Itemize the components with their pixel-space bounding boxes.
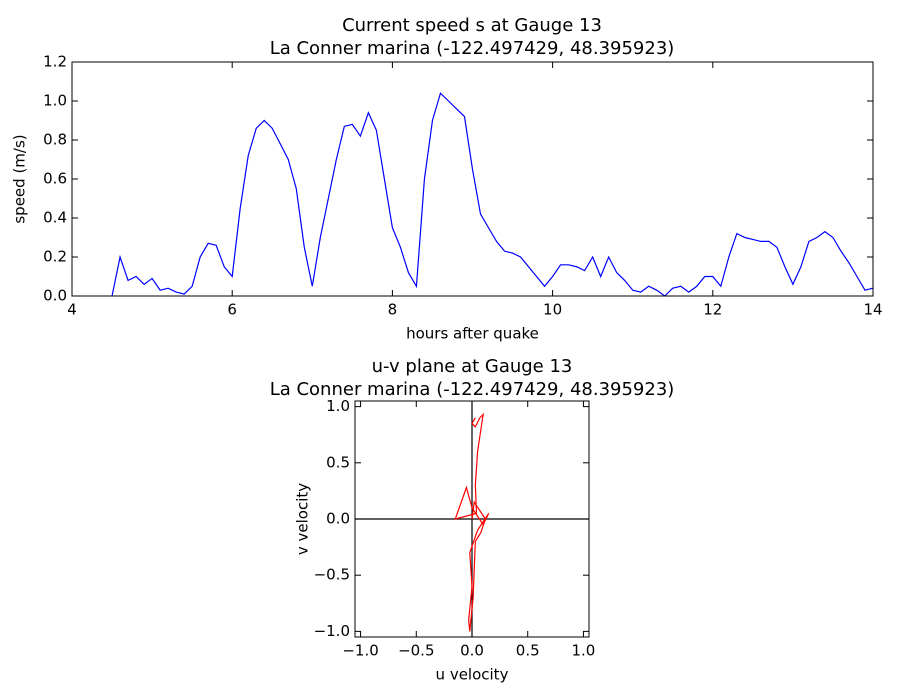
y-tick-label: 1.0 [43,92,67,110]
y-tick-label: −1.0 [314,622,350,640]
y-tick-label: 0.8 [43,131,67,149]
y-tick-label: 1.0 [326,397,350,415]
y-axis-label: speed (m/s) [11,134,29,223]
chart-title: u-v plane at Gauge 13 [372,356,573,377]
y-tick-label: 0.2 [43,248,67,266]
x-tick-label: 6 [227,301,237,319]
y-tick-label: 0.0 [326,510,350,528]
x-tick-label: 14 [863,301,882,319]
x-tick-label: 12 [703,301,722,319]
x-tick-label: −0.5 [398,642,434,660]
y-tick-label: 0.0 [43,287,67,305]
y-tick-label: 0.4 [43,209,67,227]
chart-title: Current speed s at Gauge 13 [342,15,602,36]
x-tick-label: 4 [67,301,77,319]
x-axis-label: u velocity [436,666,509,684]
plot-area [72,62,873,296]
y-tick-label: 0.5 [326,453,350,471]
x-tick-label: 0.5 [516,642,540,660]
x-axis-label: hours after quake [406,325,539,343]
data-line [454,412,490,632]
x-tick-label: −1.0 [342,642,378,660]
data-line [111,92,874,297]
chart-subtitle: La Conner marina (-122.497429, 48.395923… [270,38,675,59]
y-tick-label: 0.6 [43,170,67,188]
chart-subtitle: La Conner marina (-122.497429, 48.395923… [270,379,675,400]
x-tick-label: 10 [543,301,562,319]
y-tick-label: 1.2 [43,53,67,71]
y-axis-label: v velocity [294,483,312,555]
x-tick-label: 1.0 [571,642,595,660]
y-tick-label: −0.5 [314,566,350,584]
x-tick-label: 0.0 [460,642,484,660]
x-tick-label: 8 [388,301,398,319]
